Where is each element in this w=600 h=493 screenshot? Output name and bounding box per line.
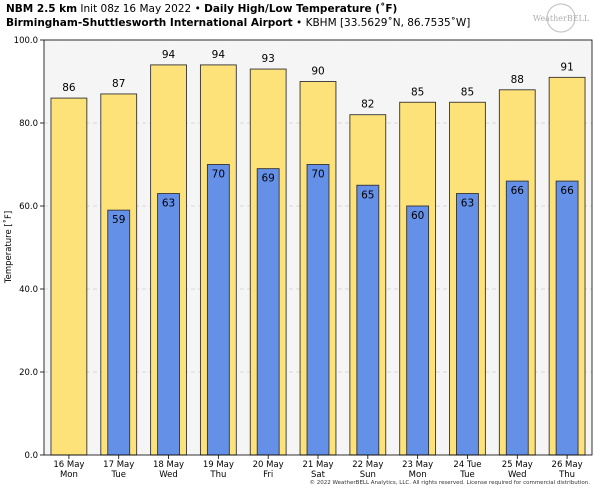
x-tick-label-date: 18 May [153,460,184,470]
x-tick-label-date: 23 May [402,460,433,470]
x-tick-label-date: 21 May [302,460,333,470]
data-label-high: 86 [62,82,76,94]
data-label-high: 94 [212,49,226,61]
y-tick-label: 80.0 [19,119,38,129]
x-tick-label-date: 16 May [53,460,84,470]
x-tick-label-day: Sun [360,470,376,480]
data-label-low: 66 [511,185,525,197]
x-tick-label-day: Mon [60,470,78,480]
data-label-high: 82 [361,99,374,111]
init-time: Init 08z 16 May 2022 [80,3,192,15]
data-label-low: 65 [361,189,374,201]
data-label-low: 63 [162,198,175,210]
x-tick-label-date: 20 May [253,460,284,470]
product-title: Daily High/Low Temperature (˚F) [204,3,398,15]
y-tick-label: 20.0 [19,368,38,378]
model-name: NBM 2.5 km [6,3,78,15]
data-label-high: 87 [112,78,125,90]
y-tick-label: 0.0 [24,451,38,461]
data-label-high: 85 [411,86,424,98]
data-label-low: 60 [411,210,424,222]
data-label-low: 59 [112,214,125,226]
bar-high [50,97,88,456]
data-label-low: 70 [212,169,225,181]
bar-low [306,164,330,456]
x-tick-label-day: Fri [263,470,273,480]
bar-low [555,180,579,456]
data-label-high: 90 [311,66,324,78]
weatherbell-logo: WeatherBELL [533,3,590,33]
x-tick-label-day: Wed [508,470,527,480]
x-tick-label-day: Wed [159,470,178,480]
x-tick-label-date: 25 May [502,460,533,470]
bullet-separator: • [194,3,201,15]
bar-low [256,168,280,456]
bar-low [456,193,479,456]
x-tick-label-day: Thu [558,470,575,480]
logo-text: WeatherBELL [533,14,590,23]
data-label-high: 91 [560,61,573,73]
data-label-low: 69 [261,173,274,185]
x-tick-label-date: 17 May [103,460,134,470]
copyright-notice: © 2022 WeatherBELL Analytics, LLC. All r… [309,480,590,486]
bar-low [505,180,529,456]
bar-low [356,184,380,456]
y-tick-label: 60.0 [19,202,38,212]
station-name: Birmingham-Shuttlesworth International A… [6,17,293,29]
y-tick-label: 40.0 [19,285,38,295]
station-info: KBHM [33.5629˚N, 86.7535˚W] [305,17,471,29]
bar-low [206,164,230,456]
x-tick-label-day: Thu [209,470,226,480]
chart-header-line1: NBM 2.5 km Init 08z 16 May 2022 • Daily … [6,3,397,15]
bars: 86 87 59 94 63 94 70 93 69 90 70 82 65 85 60 85 63 88 66 91… [50,49,586,456]
data-label-high: 85 [461,86,474,98]
x-tick-label-date: 22 May [352,460,383,470]
data-label-high: 93 [261,53,274,65]
data-label-high: 88 [511,74,524,86]
x-tick-label-date: 24 Tue [453,460,481,470]
y-tick-label: 100.0 [14,36,38,46]
bar-low [107,209,131,456]
data-label-high: 94 [162,49,176,61]
bar-low [157,193,180,456]
data-label-low: 66 [560,185,574,197]
x-tick-label-day: Tue [459,470,475,480]
y-axis-label: Temperature [˚F] [3,211,14,284]
x-tick-label-day: Sat [311,470,326,480]
chart-header-line2: Birmingham-Shuttlesworth International A… [6,17,470,29]
data-label-low: 63 [461,198,474,210]
x-tick-label-day: Tue [110,470,126,480]
x-tick-label-day: Mon [409,470,427,480]
data-label-low: 70 [311,169,324,181]
bullet-separator-2: • [296,17,303,29]
bar-low [406,205,430,456]
x-tick-label-date: 26 May [552,460,583,470]
x-tick-label-date: 19 May [203,460,234,470]
